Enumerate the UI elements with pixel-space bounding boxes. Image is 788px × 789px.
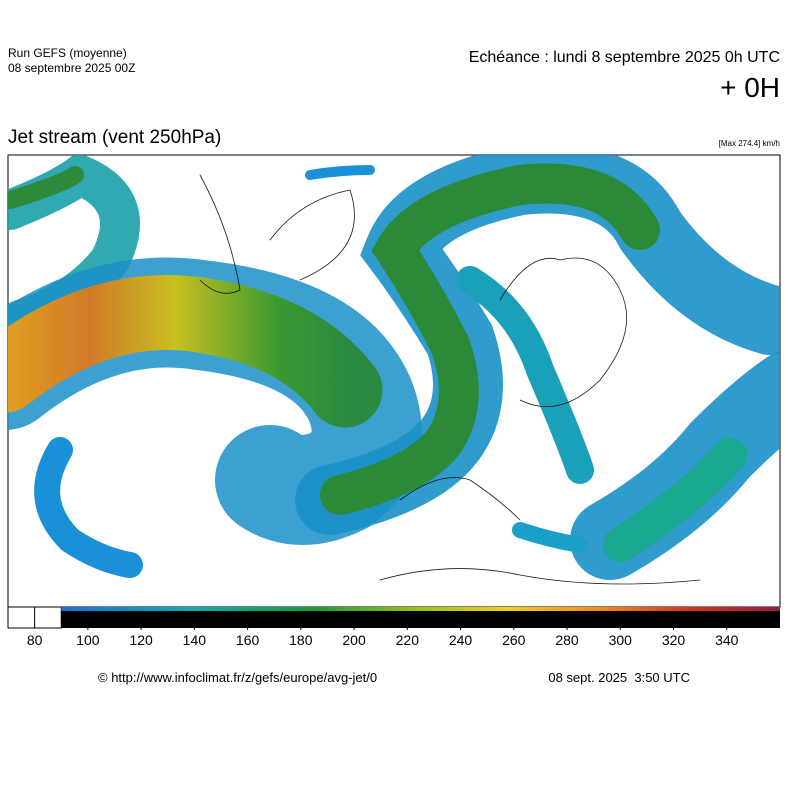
source: © http://www.infoclimat.fr/z/gefs/europe… [98, 670, 377, 685]
tick-label: 300 [609, 632, 633, 648]
tick-label: 240 [449, 632, 473, 648]
tick-label: 120 [129, 632, 153, 648]
tick-label: 280 [555, 632, 579, 648]
tick-label: 200 [342, 632, 366, 648]
run-date: 08 septembre 2025 00Z [8, 61, 135, 75]
colorbar: 80 100 120 140 160 180 200 220 240 260 280 300 320 34… [7, 606, 780, 648]
tick-label: 180 [289, 632, 313, 648]
tick-label: 220 [396, 632, 420, 648]
colorbar-colors [61, 607, 780, 611]
run: Run GEFS (moyenne) [8, 46, 127, 60]
tick-label: 320 [662, 632, 686, 648]
tick-label: 340 [715, 632, 739, 648]
max-wind: [Max 274.4] km/h [719, 139, 780, 148]
tick-label: 160 [236, 632, 260, 648]
map-area [7, 154, 781, 608]
tick-label: 260 [502, 632, 526, 648]
echeance: Echéance : lundi 8 septembre 2025 0h UTC [469, 49, 780, 66]
tick-label: 140 [183, 632, 207, 648]
tick-label: 100 [76, 632, 100, 648]
offset: + 0H [720, 72, 780, 103]
title: Jet stream (vent 250hPa) [8, 127, 221, 148]
generated: 08 sept. 2025 3:50 UTC [548, 670, 690, 685]
colorbar-frame [8, 607, 780, 628]
tick-label: 80 [27, 632, 43, 648]
